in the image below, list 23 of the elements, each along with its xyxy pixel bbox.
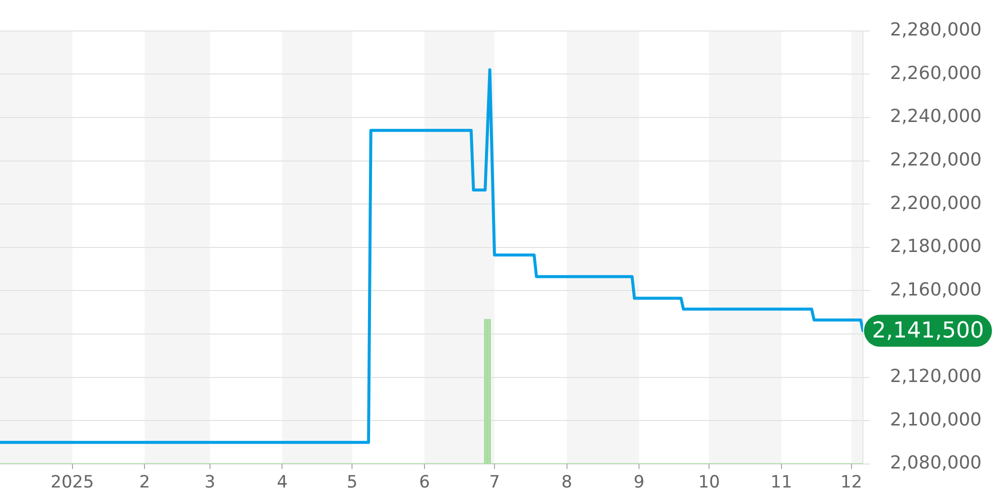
y-tick-label: 2,220,000 [890, 149, 982, 170]
x-tick-label: 2025 [50, 472, 94, 493]
y-tick-label: 2,100,000 [890, 409, 982, 430]
x-tick-label: 2 [139, 472, 150, 493]
x-tick-label: 4 [276, 472, 288, 493]
annotation: 2,141,500 [872, 318, 984, 344]
x-tick-label: 8 [561, 472, 572, 493]
x-tick-label: 3 [204, 472, 216, 493]
x-tick-label: 7 [489, 472, 500, 493]
x-tick-label: 12 [840, 472, 862, 493]
y-tick-label: 2,280,000 [890, 19, 982, 40]
x-tick-label: 9 [634, 472, 644, 493]
y-tick-label: 2,120,000 [890, 366, 982, 388]
y-tick-label: 2,200,000 [890, 192, 982, 214]
y-tick-label: 2,240,000 [890, 106, 982, 128]
y-tick-label: 2,160,000 [890, 279, 982, 300]
y-tick-label: 2,180,000 [890, 236, 982, 258]
x-tick-label: 10 [698, 472, 720, 493]
y-tick-label: 2,260,000 [890, 62, 982, 84]
x-tick-label: 6 [419, 472, 430, 493]
x-tick-label: 11 [770, 472, 792, 493]
x-tick-label: 5 [346, 472, 358, 493]
y-tick-label: 2,080,000 [890, 452, 982, 474]
